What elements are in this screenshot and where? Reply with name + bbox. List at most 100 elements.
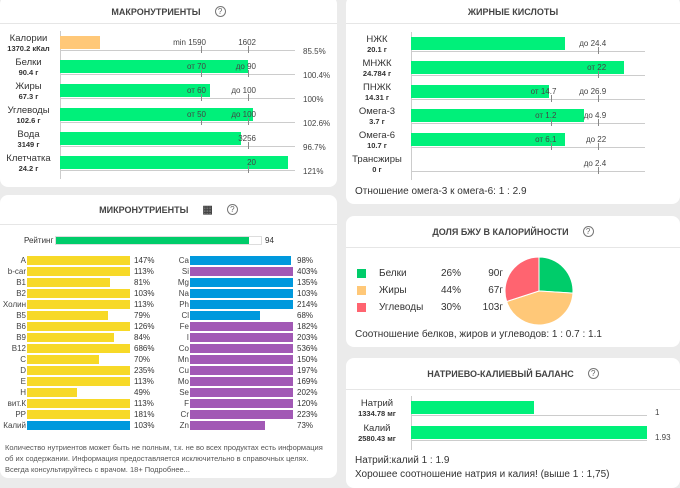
nutrient-percent: 126% bbox=[134, 322, 155, 331]
row-amount: 10.7 г bbox=[367, 141, 387, 150]
row-amount: 1370.2 кКал bbox=[7, 44, 50, 53]
row-name: Белки bbox=[15, 57, 42, 68]
row-amount: 2580.43 мг bbox=[358, 434, 396, 443]
question-circle-icon[interactable]: ? bbox=[587, 368, 599, 379]
nutrient-bar bbox=[190, 256, 291, 265]
tick-mark bbox=[598, 47, 600, 54]
micro-row: вит.К 113% bbox=[0, 399, 170, 409]
nutrient-bar bbox=[27, 278, 111, 287]
legend-swatch bbox=[357, 286, 366, 295]
row-percent: 102.6% bbox=[303, 119, 331, 128]
nutrient-percent: 98% bbox=[297, 256, 314, 265]
row-track bbox=[60, 122, 295, 123]
micro-row: Co 536% bbox=[163, 344, 333, 354]
macro-name: Жиры bbox=[379, 285, 407, 296]
nak-title: НАТРИЕВО-КАЛИЕВЫЙ БАЛАНС bbox=[427, 368, 574, 379]
row-bar bbox=[411, 401, 534, 414]
omega-ratio: Отношение омега-3 к омега-6: 1 : 2.9 bbox=[355, 186, 527, 197]
macro-grams: 67г bbox=[488, 285, 503, 296]
row-track bbox=[411, 99, 645, 100]
micro-row: Калий 103% bbox=[0, 421, 170, 431]
macro-percent: 30% bbox=[441, 302, 462, 313]
nutrient-bar bbox=[27, 289, 130, 298]
nutrient-bar bbox=[190, 289, 293, 298]
rating-label: Рейтинг bbox=[24, 236, 54, 245]
row-value: 1 bbox=[655, 408, 660, 417]
row-amount: 90.4 г bbox=[18, 68, 39, 77]
target-label: до 2.4 bbox=[583, 159, 607, 168]
row-percent: 100.4% bbox=[303, 71, 331, 80]
fatty-acids-card: ЖИРНЫЕ КИСЛОТЫ НЖК 20.1 г до 24.4 МНЖК 24.78… bbox=[346, 0, 680, 204]
nutrient-percent: 214% bbox=[297, 300, 318, 309]
tick-mark bbox=[248, 46, 249, 53]
row-track bbox=[411, 171, 645, 172]
nutrient-percent: 73% bbox=[297, 421, 314, 430]
row-percent: 96.7% bbox=[303, 143, 326, 152]
row-track bbox=[60, 98, 295, 99]
row-percent: 100% bbox=[303, 95, 324, 104]
row-name: ПНЖК bbox=[363, 82, 391, 93]
nutrient-name: Cr bbox=[180, 410, 189, 419]
table-icon[interactable]: ▦ bbox=[202, 204, 213, 216]
pie-slice bbox=[538, 256, 574, 294]
row-label: Калории 1370.2 кКал bbox=[0, 34, 57, 54]
micro-row: E 113% bbox=[0, 377, 170, 387]
fatty-title: ЖИРНЫЕ КИСЛОТЫ bbox=[467, 6, 559, 17]
nutrient-name: B6 bbox=[16, 322, 26, 331]
tick-mark bbox=[201, 94, 202, 101]
bju-ratio: Соотношение белков, жиров и углеводов: 1… bbox=[355, 329, 602, 340]
nutrient-percent: 81% bbox=[134, 278, 151, 287]
nutrient-percent: 68% bbox=[297, 311, 314, 320]
nutrient-name: D bbox=[20, 366, 26, 375]
row-label: Клетчатка 24.2 г bbox=[0, 154, 57, 174]
question-circle-icon[interactable]: ? bbox=[582, 226, 594, 237]
row-amount: 3149 г bbox=[17, 140, 40, 149]
tick-mark bbox=[201, 118, 202, 125]
nutrient-name: Mg bbox=[177, 278, 189, 287]
micro-row: Se 202% bbox=[163, 388, 333, 398]
micro-row: F 120% bbox=[163, 399, 333, 409]
nutrient-name: Холин bbox=[2, 300, 26, 309]
target-label: от 70 bbox=[186, 62, 206, 71]
nutrient-bar bbox=[190, 311, 261, 320]
target-label: от 60 bbox=[186, 86, 206, 95]
nutrient-name: PP bbox=[15, 410, 26, 419]
nutrient-bar bbox=[190, 388, 293, 397]
nutrient-percent: 235% bbox=[134, 366, 155, 375]
nutrient-name: Mo bbox=[177, 377, 189, 386]
nutrient-percent: 113% bbox=[134, 399, 154, 408]
micro-row: Mg 135% bbox=[163, 278, 333, 288]
row-track bbox=[60, 170, 295, 171]
nutrient-percent: 113% bbox=[134, 300, 154, 309]
nutrient-percent: 113% bbox=[134, 267, 154, 276]
nutrient-bar bbox=[190, 267, 293, 276]
tick-mark bbox=[201, 46, 202, 53]
nutrient-bar bbox=[190, 333, 293, 342]
nutrient-name: Zn bbox=[179, 421, 189, 430]
row-name: НЖК bbox=[366, 34, 388, 45]
row-bar bbox=[60, 84, 211, 97]
question-circle-icon[interactable]: ? bbox=[214, 6, 226, 17]
nutrient-bar bbox=[190, 355, 293, 364]
nutrient-name: Ca bbox=[178, 256, 189, 265]
macronutrients-card: МАКРОНУТРИЕНТЫ? Калории 1370.2 кКал min 15… bbox=[0, 0, 337, 187]
row-track bbox=[411, 440, 647, 441]
row-name: Калий bbox=[363, 423, 391, 434]
question-circle-icon[interactable]: ? bbox=[226, 204, 238, 215]
row-label: Калий 2580.43 мг bbox=[346, 424, 408, 444]
row-label: Жиры 67.3 г bbox=[0, 82, 57, 102]
nutrient-name: B2 bbox=[16, 289, 26, 298]
row-label: Вода 3149 г bbox=[0, 130, 57, 150]
nutrient-name: Si bbox=[181, 267, 189, 276]
row-label: Натрий 1334.78 мг bbox=[346, 399, 408, 419]
nutrient-percent: 103% bbox=[297, 289, 318, 298]
micro-row: Холин 113% bbox=[0, 300, 170, 310]
nutrient-name: Co bbox=[178, 344, 189, 353]
micro-row: C 70% bbox=[0, 355, 170, 365]
row-name: Омега-3 bbox=[358, 106, 396, 117]
micro-row: D 235% bbox=[0, 366, 170, 376]
nutrient-percent: 120% bbox=[297, 399, 318, 408]
row-name: МНЖК bbox=[362, 58, 392, 69]
nutrient-bar bbox=[190, 377, 293, 386]
nutrient-percent: 49% bbox=[134, 388, 151, 397]
